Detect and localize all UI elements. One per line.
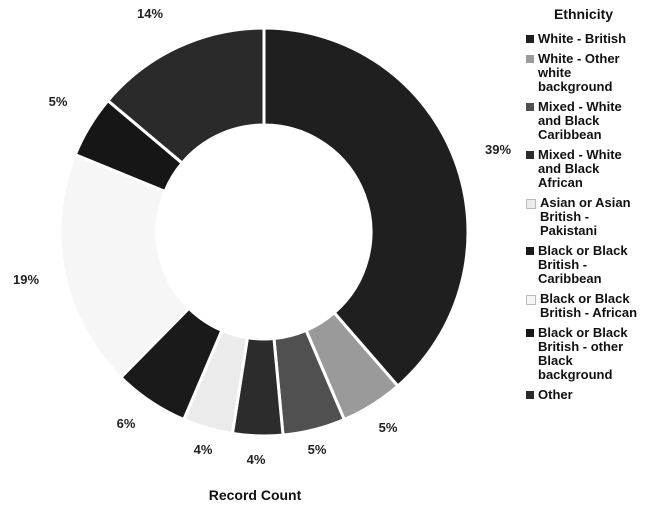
- legend-label: Black or Black British - African: [540, 291, 638, 320]
- legend-swatch: [526, 247, 534, 255]
- donut-slices: [58, 26, 470, 438]
- slice-black-or-black-british-african: [58, 152, 192, 380]
- slice-other: [105, 26, 266, 166]
- legend-swatch: [526, 151, 534, 159]
- legend-swatch: [526, 329, 534, 337]
- legend-swatch: [526, 295, 536, 305]
- legend: Ethnicity White - British White - Other w…: [526, 6, 647, 408]
- legend-label: Mixed - White and Black African: [538, 147, 622, 190]
- data-label-mixed-white-and-black-caribbean: 5%: [308, 442, 327, 457]
- legend-swatch: [526, 391, 534, 399]
- data-label-asian-or-asian-british-pakistani: 4%: [194, 442, 213, 457]
- legend-item-other: Other: [526, 388, 647, 402]
- legend-swatch: [526, 55, 534, 63]
- legend-item-mixed-white-and-black-african: Mixed - White and Black African: [526, 148, 647, 190]
- legend-item-mixed-white-and-black-caribbean: Mixed - White and Black Caribbean: [526, 100, 647, 142]
- legend-item-white-other-white-background: White - Other white background: [526, 52, 647, 94]
- data-label-black-or-black-british-african: 19%: [13, 272, 39, 287]
- legend-title: Ethnicity: [553, 6, 614, 22]
- legend-label: Asian or Asian British - Pakistani: [540, 195, 631, 238]
- data-label-mixed-white-and-black-african: 4%: [247, 452, 266, 467]
- legend-swatch: [526, 103, 534, 111]
- legend-item-asian-or-asian-british-pakistani: Asian or Asian British - Pakistani: [526, 196, 647, 238]
- data-label-other: 14%: [137, 6, 163, 21]
- x-axis-label: Record Count: [209, 487, 302, 503]
- data-label-white-british: 39%: [485, 142, 511, 157]
- donut-chart: 39% 5% 5% 4% 4% 6% 19% 5% 14% Record Count: [13, 6, 511, 503]
- legend-item-white-british: White - British: [526, 32, 647, 46]
- legend-item-black-or-black-british-african: Black or Black British - African: [526, 292, 647, 320]
- legend-label: Other: [538, 387, 573, 402]
- data-label-white-other-white-background: 5%: [379, 420, 398, 435]
- slice-white-british: [262, 26, 470, 389]
- legend-item-black-or-black-british-other-black-background: Black or Black British - other Black bac…: [526, 326, 647, 382]
- legend-label: Black or Black British - other Black bac…: [538, 325, 628, 382]
- legend-label: White - British: [538, 31, 627, 46]
- legend-swatch: [526, 35, 534, 43]
- data-label-black-or-black-british-other-black-background: 5%: [49, 94, 68, 109]
- data-label-black-or-black-british-caribbean: 6%: [117, 416, 136, 431]
- legend-swatch: [526, 199, 536, 209]
- legend-label: Black or Black British - Caribbean: [538, 243, 628, 286]
- legend-label: Mixed - White and Black Caribbean: [538, 99, 622, 142]
- legend-label: White - Other white background: [538, 51, 620, 94]
- legend-item-black-or-black-british-caribbean: Black or Black British - Caribbean: [526, 244, 647, 286]
- legend-items: White - British White - Other white backg…: [526, 32, 647, 402]
- percent-labels: 39% 5% 5% 4% 4% 6% 19% 5% 14%: [13, 6, 511, 467]
